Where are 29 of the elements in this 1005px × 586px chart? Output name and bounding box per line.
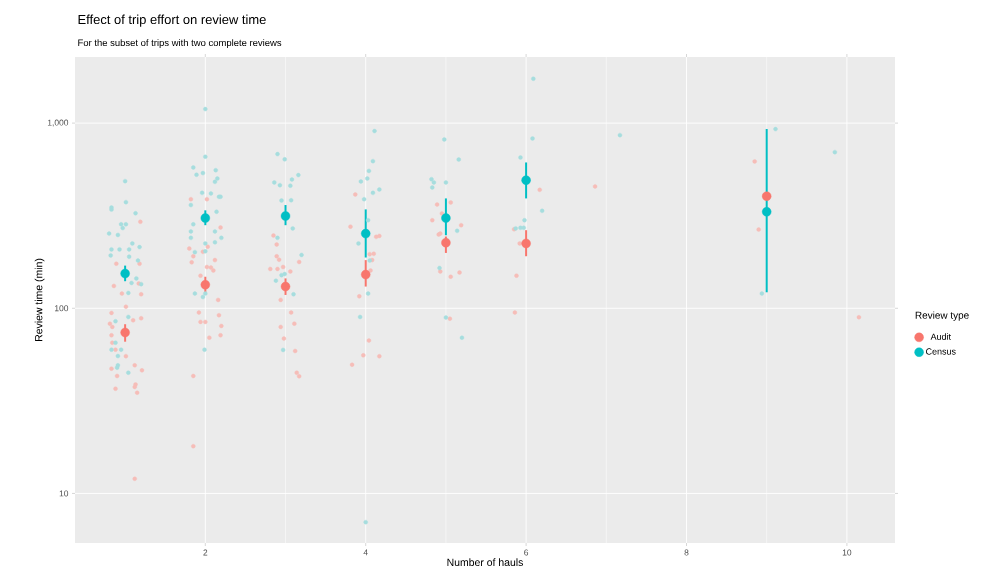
point [762, 207, 772, 217]
x-tick-label: 4 [363, 549, 368, 556]
chart-title: Effect of trip effort on review time [78, 14, 266, 27]
x-tick-label: 2 [203, 549, 208, 556]
point [361, 228, 371, 239]
x-axis-title: Number of hauls [447, 558, 523, 567]
point [441, 213, 451, 223]
point [361, 269, 371, 280]
point [200, 280, 211, 290]
x-tick-label: 6 [524, 549, 529, 556]
point [120, 268, 130, 279]
legend-label: Census [926, 348, 956, 355]
legend-label: Audit [930, 333, 951, 340]
point [762, 191, 772, 201]
y-tick-label: 1,000 [47, 119, 69, 127]
point [280, 281, 291, 292]
y-tick-label: 100 [54, 305, 69, 312]
point [120, 327, 130, 338]
x-tick-label: 10 [842, 549, 852, 556]
legend-title: Review type [915, 311, 969, 321]
point [521, 175, 531, 185]
point [200, 213, 211, 223]
point [521, 238, 531, 249]
point [441, 238, 451, 248]
y-tick-label: 10 [59, 490, 69, 497]
chart-subtitle: For the subset of trips with two complete reviews [78, 39, 282, 48]
point [280, 211, 291, 221]
y-axis-title: Review time (min) [34, 258, 45, 341]
x-tick-label: 8 [684, 549, 689, 556]
